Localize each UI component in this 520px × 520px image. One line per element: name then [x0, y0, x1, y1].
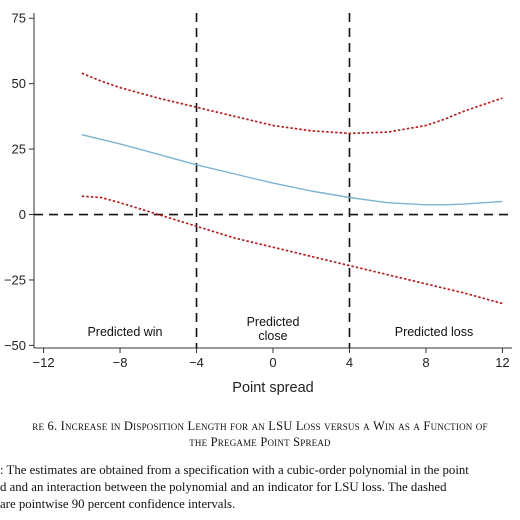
reference-lines	[34, 13, 512, 348]
y-tick-label: −25	[4, 272, 26, 287]
estimate-line	[81, 134, 503, 206]
caption-title-line1: re 6. Increase in Disposition Length for…	[32, 419, 488, 433]
lower-ci-line	[81, 195, 503, 305]
y-tick-label: 0	[19, 207, 26, 222]
x-axis-label: Point spread	[232, 380, 313, 396]
x-tick-label: 4	[346, 355, 353, 370]
upper-ci-line	[81, 72, 503, 135]
region-label-close-line2: close	[258, 329, 287, 343]
region-label-close-line1: Predicted	[247, 315, 300, 329]
y-tick-label: 50	[12, 76, 26, 91]
caption-note-line2: d and an interaction between the polynom…	[0, 480, 447, 494]
plot-frame	[33, 13, 512, 349]
region-label-loss: Predicted loss	[395, 325, 474, 339]
y-tick-label: 75	[12, 11, 26, 26]
x-tick-label: −12	[33, 355, 55, 370]
y-tick-label: −50	[4, 338, 26, 353]
x-tick-label: 12	[495, 355, 509, 370]
y-tick-label: 25	[12, 142, 26, 157]
caption-note-line3: are pointwise 90 percent confidence inte…	[0, 497, 236, 511]
x-tick-label: 0	[269, 355, 276, 370]
caption-note-line1: : The estimates are obtained from a spec…	[0, 463, 469, 477]
caption-title-line2: the Pregame Point Spread	[189, 435, 331, 449]
series-lines	[81, 72, 503, 305]
region-label-win: Predicted win	[87, 325, 162, 339]
x-tick-label: 8	[422, 355, 429, 370]
x-tick-label: −4	[189, 355, 204, 370]
x-tick-label: −8	[113, 355, 128, 370]
axis-ticks: −12 −8 −4 0 4 8 12 −50 −25 0 25 50 75	[4, 11, 510, 370]
